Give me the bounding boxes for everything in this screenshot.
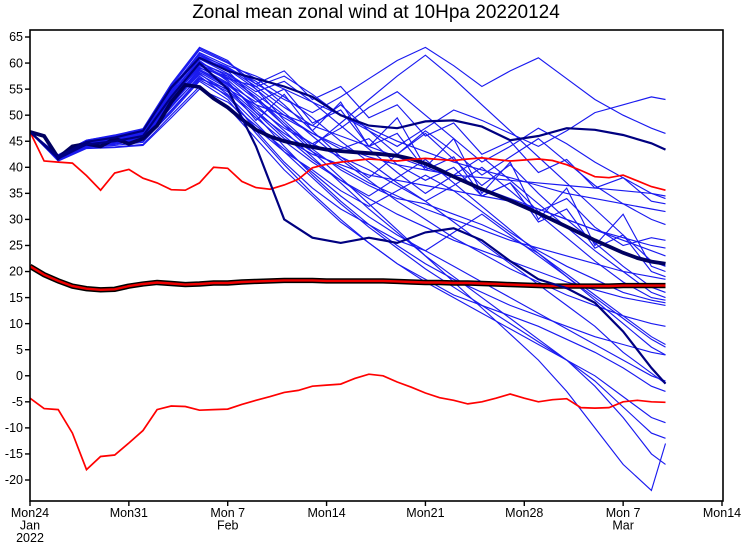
x-tick-label: 2022 [16, 531, 44, 545]
y-tick-label: 10 [9, 317, 23, 331]
y-tick-label: -10 [5, 421, 23, 435]
x-tick-label: Mar [612, 519, 634, 533]
x-tick-label: Mon14 [703, 506, 741, 520]
x-tick-label: Mon21 [406, 506, 444, 520]
x-tick-label: Feb [217, 519, 239, 533]
plot-lines-layer [30, 46, 667, 492]
ensemble-member-line [30, 62, 666, 247]
forecast-high-line [30, 56, 666, 159]
ensemble-member-line [30, 61, 667, 492]
climatology-upper-line [30, 131, 666, 192]
ensemble-member-line [30, 63, 666, 197]
y-tick-label: -5 [12, 395, 23, 409]
ensemble-member-line [30, 85, 666, 392]
climatology-lower-line [30, 373, 666, 472]
y-tick-label: -20 [5, 473, 23, 487]
ensemble-mean-line [30, 82, 666, 266]
ensemble-member-line [30, 49, 666, 385]
x-tick-label: Mon 7 [606, 506, 641, 520]
y-tick-label: 35 [9, 187, 23, 201]
ensemble-member-line [30, 78, 666, 439]
y-tick-label: 50 [9, 108, 23, 122]
x-tick-label: Mon24 [11, 506, 49, 520]
x-tick-label: Mon31 [110, 506, 148, 520]
ensemble-member-line [30, 64, 666, 465]
ensemble-member-line [30, 71, 666, 280]
x-tick-label: Jan [20, 519, 40, 533]
y-tick-label: 45 [9, 134, 23, 148]
y-tick-label: 65 [9, 30, 23, 44]
y-tick-label: 30 [9, 213, 23, 227]
chart-title: Zonal mean zonal wind at 10Hpa 20220124 [192, 2, 560, 23]
forecast-control-line [30, 61, 667, 385]
climatology-mean-line [30, 265, 666, 292]
y-tick-label: 0 [16, 369, 23, 383]
y-tick-label: 60 [9, 56, 23, 70]
y-tick-label: 20 [9, 265, 23, 279]
plot-border [29, 29, 724, 502]
ensemble-member-line [30, 68, 666, 278]
y-tick-label: 5 [16, 343, 23, 357]
ensemble-member-line [30, 46, 666, 267]
ensemble-member-line [30, 54, 666, 200]
ensemble-member-line [30, 88, 666, 382]
y-tick-label: 15 [9, 291, 23, 305]
axes-layer: 65605550454035302520151050-5-10-15-20Mon… [5, 29, 741, 545]
x-tick-label: Mon14 [307, 506, 345, 520]
y-tick-label: 40 [9, 160, 23, 174]
ensemble-member-line [30, 47, 666, 205]
x-tick-label: Mon28 [505, 506, 543, 520]
y-tick-label: 55 [9, 82, 23, 96]
y-tick-label: -15 [5, 447, 23, 461]
y-tick-label: 25 [9, 239, 23, 253]
x-tick-label: Mon 7 [210, 506, 245, 520]
